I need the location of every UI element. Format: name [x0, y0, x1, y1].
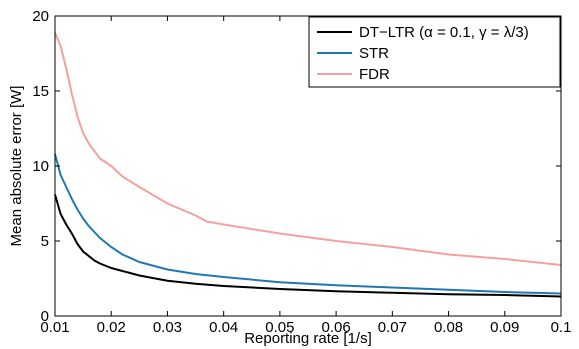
y-axis-title: Mean absolute error [W] — [8, 86, 25, 247]
legend-label-1: DT−LTR (α = 0.1, γ = λ/3) — [359, 24, 529, 41]
x-axis-title: Reporting rate [1/s] — [244, 330, 372, 347]
x-tick-label: 0.03 — [153, 319, 182, 336]
legend: DT−LTR (α = 0.1, γ = λ/3) STR FDR — [308, 16, 561, 88]
y-tick-label: 5 — [41, 233, 49, 250]
axes-layer: 0.01 0.02 0.03 0.04 0.05 0.06 0.07 0.08 0.09 0.1 0… — [32, 8, 571, 336]
x-tick-label: 0.05 — [265, 319, 294, 336]
legend-label-2: STR — [359, 45, 389, 62]
legend-label-3: FDR — [359, 66, 390, 83]
y-tick-label: 15 — [32, 83, 49, 100]
x-tick-label: 0.02 — [97, 319, 126, 336]
series-layer — [54, 32, 562, 298]
x-tick-label: 0.06 — [322, 319, 351, 336]
x-tick-label: 0.07 — [378, 319, 407, 336]
x-tick-label: 0.08 — [434, 319, 463, 336]
series-line-1 — [54, 194, 562, 298]
y-tick-label: 10 — [32, 158, 49, 175]
x-tick-label: 0.04 — [209, 319, 238, 336]
x-tick-label: 0.1 — [551, 319, 572, 336]
x-tick-label: 0.01 — [40, 319, 69, 336]
series-line-2 — [54, 153, 562, 295]
series-line-3 — [54, 32, 562, 266]
y-tick-label: 20 — [32, 8, 49, 25]
y-tick-label: 0 — [41, 308, 49, 325]
x-tick-label: 0.09 — [490, 319, 519, 336]
